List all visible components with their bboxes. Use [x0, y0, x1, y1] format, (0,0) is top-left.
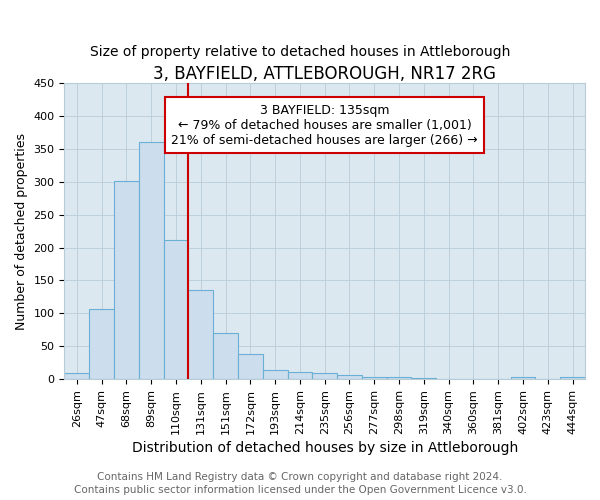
Text: Size of property relative to detached houses in Attleborough: Size of property relative to detached ho… — [90, 45, 510, 59]
Title: 3, BAYFIELD, ATTLEBOROUGH, NR17 2RG: 3, BAYFIELD, ATTLEBOROUGH, NR17 2RG — [153, 65, 496, 83]
Y-axis label: Number of detached properties: Number of detached properties — [15, 132, 28, 330]
Bar — [89, 309, 114, 379]
Bar — [188, 290, 213, 379]
Text: Contains HM Land Registry data © Crown copyright and database right 2024.
Contai: Contains HM Land Registry data © Crown c… — [74, 472, 526, 495]
Bar — [64, 374, 89, 379]
Bar — [412, 378, 436, 379]
Bar — [560, 376, 585, 379]
Text: 3 BAYFIELD: 135sqm
← 79% of detached houses are smaller (1,001)
21% of semi-deta: 3 BAYFIELD: 135sqm ← 79% of detached hou… — [172, 104, 478, 146]
Bar — [362, 377, 386, 379]
Bar — [263, 370, 287, 379]
Bar — [114, 181, 139, 379]
Bar — [337, 376, 362, 379]
X-axis label: Distribution of detached houses by size in Attleborough: Distribution of detached houses by size … — [131, 441, 518, 455]
Bar — [139, 142, 164, 379]
Bar — [511, 376, 535, 379]
Bar — [386, 377, 412, 379]
Bar — [213, 333, 238, 379]
Bar — [313, 374, 337, 379]
Bar — [238, 354, 263, 379]
Bar — [164, 240, 188, 379]
Bar — [287, 372, 313, 379]
